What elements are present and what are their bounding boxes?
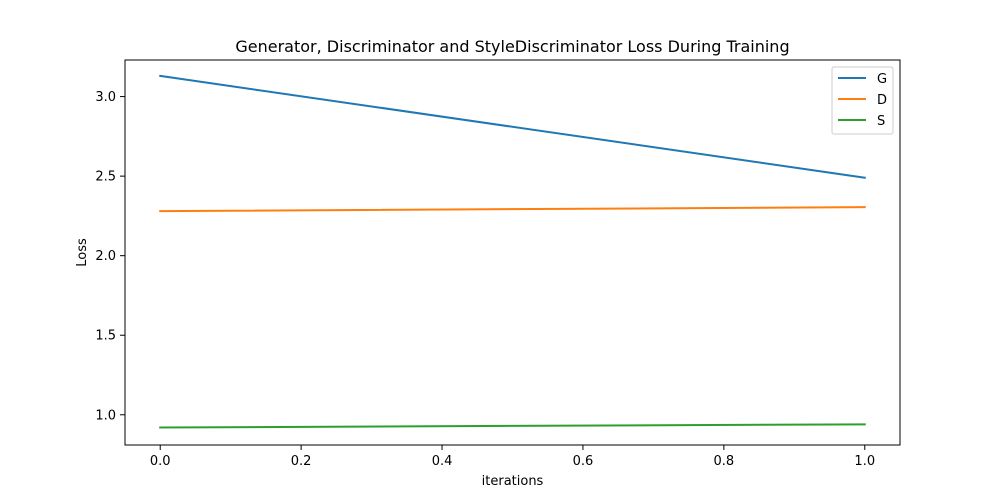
x-tick-label: 0.8 xyxy=(714,454,735,469)
y-tick-label: 1.0 xyxy=(95,408,116,423)
y-tick-label: 2.5 xyxy=(95,170,116,185)
legend-label-G: G xyxy=(877,72,887,87)
series-line-G xyxy=(159,74,866,179)
y-tick-label: 3.0 xyxy=(95,90,116,105)
series-line-S xyxy=(159,423,866,429)
legend-label-S: S xyxy=(877,114,885,129)
x-tick-label: 0.0 xyxy=(150,454,171,469)
legend-label-D: D xyxy=(877,93,887,108)
x-tick-label: 0.2 xyxy=(291,454,312,469)
legend: GDS xyxy=(831,66,894,135)
y-axis-ticks: 1.0 1.5 2.0 2.5 3.0 xyxy=(95,90,125,423)
legend-box xyxy=(831,66,894,135)
x-tick-label: 0.6 xyxy=(573,454,594,469)
plot-frame xyxy=(124,59,901,446)
x-tick-label: 0.4 xyxy=(432,454,453,469)
chart-title: Generator, Discriminator and StyleDiscri… xyxy=(235,37,789,56)
x-axis-ticks: 0.0 0.2 0.4 0.6 0.8 1.0 xyxy=(150,445,875,469)
x-axis-label: iterations xyxy=(482,474,544,489)
y-tick-label: 1.5 xyxy=(95,329,116,344)
y-axis-label: Loss xyxy=(75,238,90,267)
x-tick-label: 1.0 xyxy=(854,454,875,469)
y-tick-label: 2.0 xyxy=(95,249,116,264)
series-layer xyxy=(159,74,866,429)
series-line-D xyxy=(159,206,866,213)
